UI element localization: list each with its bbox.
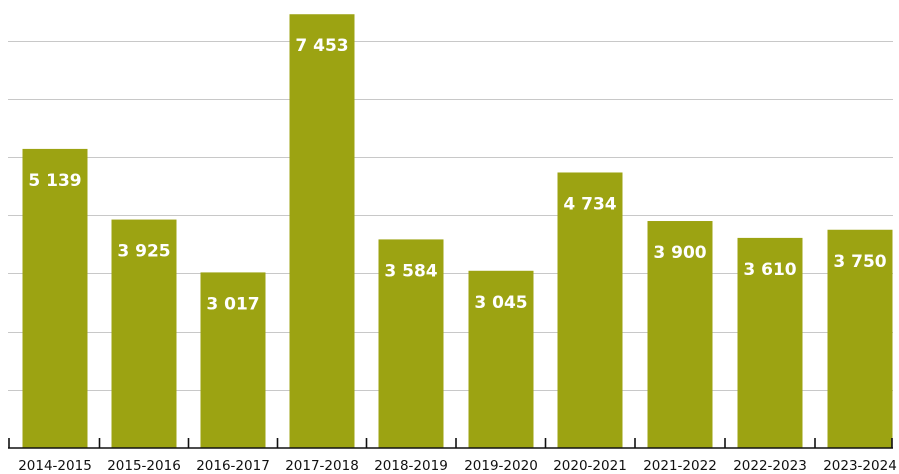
bar-2023-2024 — [827, 229, 893, 448]
bar-2020-2021 — [557, 172, 623, 448]
bar-2019-2020 — [468, 270, 534, 448]
bar-2014-2015 — [22, 148, 88, 448]
x-tick-label: 2018-2019 — [374, 458, 448, 474]
x-tick-label: 2020-2021 — [553, 458, 627, 474]
value-label: 4 734 — [563, 194, 616, 214]
bar-2015-2016 — [111, 219, 177, 448]
bars — [22, 14, 893, 448]
value-labels: 5 139 3 925 3 017 7 453 3 584 3 045 4 734 3 900… — [28, 36, 886, 314]
x-axis: 2014-2015 2015-2016 2016-2017 2017-2018 2018… — [8, 438, 897, 474]
value-label: 3 925 — [117, 242, 170, 262]
x-tick-label: 2015-2016 — [107, 458, 181, 474]
bar-2017-2018 — [289, 14, 355, 448]
x-tick-label: 2017-2018 — [285, 458, 359, 474]
x-tick-label: 2019-2020 — [464, 458, 538, 474]
value-label: 5 139 — [28, 171, 81, 191]
value-label: 7 453 — [295, 36, 348, 56]
bar-2021-2022 — [647, 221, 713, 448]
bar-2022-2023 — [737, 237, 803, 448]
bar-2018-2019 — [378, 239, 444, 448]
x-tick-label: 2021-2022 — [643, 458, 717, 474]
value-label: 3 017 — [206, 294, 259, 314]
value-label: 3 900 — [653, 243, 706, 263]
value-label: 3 610 — [743, 260, 796, 280]
value-label: 3 584 — [384, 261, 437, 281]
value-label: 3 045 — [474, 293, 527, 313]
value-label: 3 750 — [833, 252, 886, 272]
x-tick-label: 2022-2023 — [733, 458, 807, 474]
bar-2016-2017 — [200, 272, 266, 448]
x-tick-label: 2016-2017 — [196, 458, 270, 474]
x-tick-label: 2023-2024 — [823, 458, 897, 474]
x-tick-label: 2014-2015 — [18, 458, 92, 474]
